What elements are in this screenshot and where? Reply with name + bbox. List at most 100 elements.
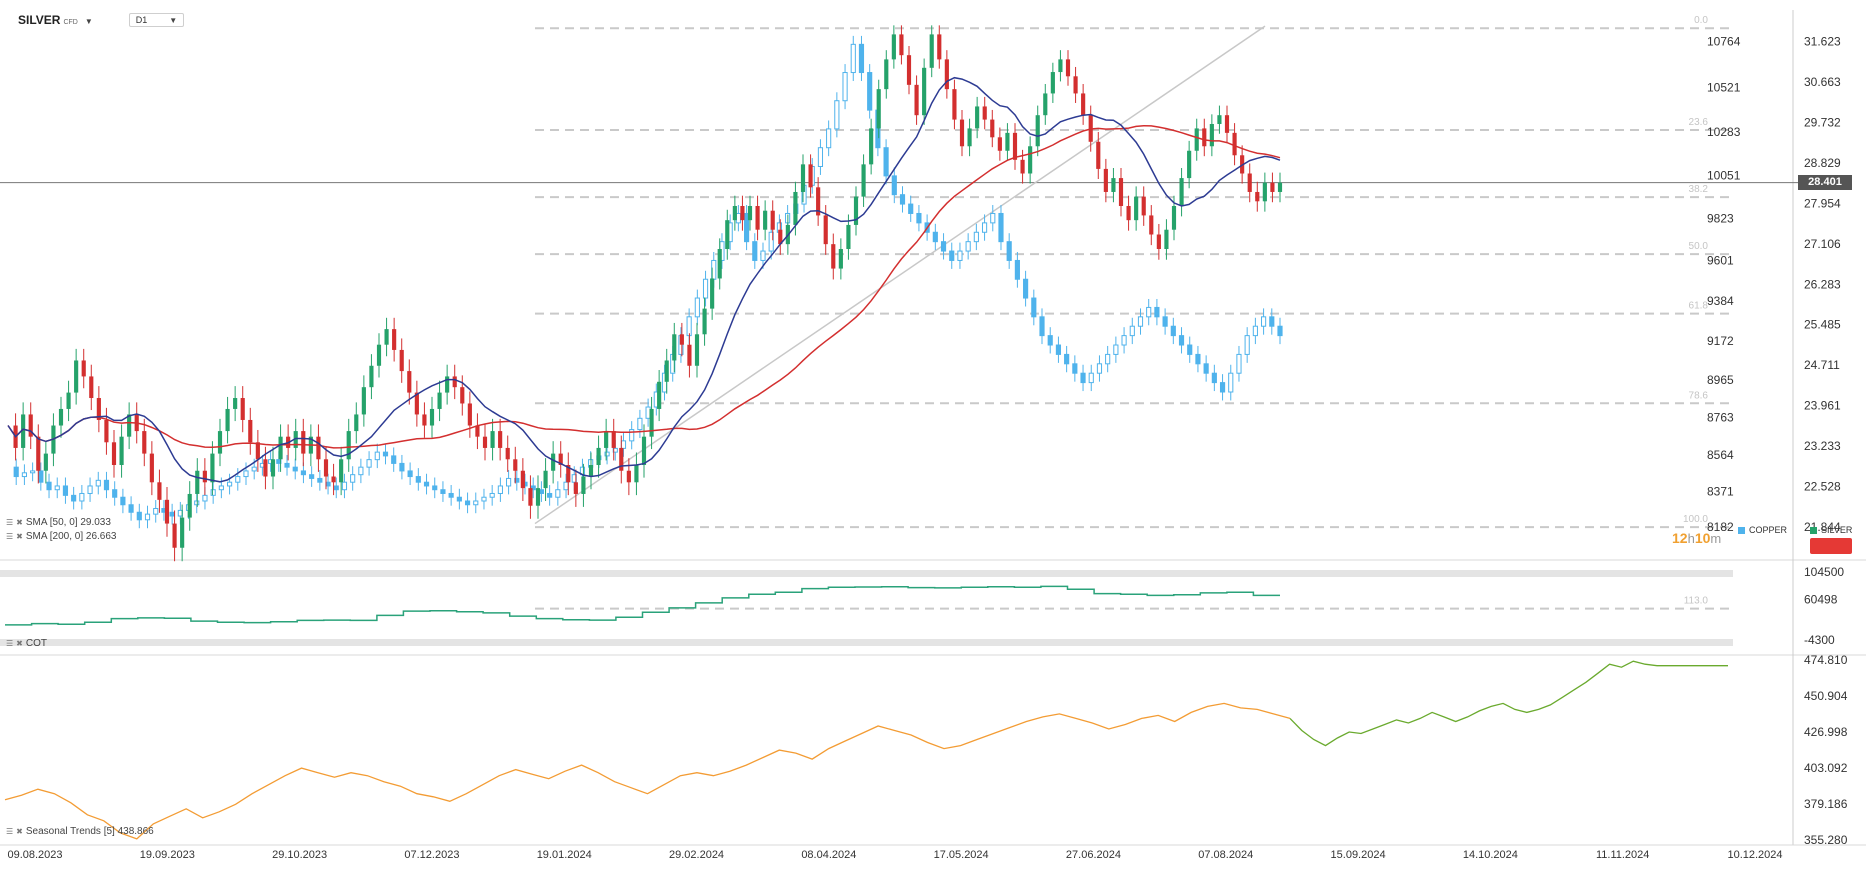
menu-icon[interactable]: ☰ (6, 639, 14, 648)
countdown-minutes: 10 (1694, 530, 1711, 546)
close-icon[interactable]: ✖ (16, 518, 23, 527)
silver-candle (1171, 205, 1177, 230)
sell-tab[interactable] (1810, 538, 1852, 554)
close-icon[interactable]: ✖ (16, 532, 23, 541)
copper-candle (916, 212, 922, 224)
copper-candle (62, 485, 69, 496)
y-tick-label-silver: 28.829 (1804, 156, 1841, 170)
indicator-sma200: ☰ ✖ SMA [200, 0] 26.663 (6, 531, 117, 542)
silver-candle (596, 447, 601, 466)
silver-candle (36, 436, 41, 471)
symbol-selector[interactable]: SILVER CFD ▼ (18, 13, 93, 27)
silver-candle (89, 376, 94, 399)
copper-candle (547, 492, 553, 498)
copper-candle (1137, 316, 1144, 327)
silver-candle (558, 453, 563, 466)
copper-candle (54, 485, 60, 491)
silver-candle (248, 419, 253, 443)
copper-candle (317, 477, 323, 483)
copper-candle (555, 489, 561, 498)
copper-candle (87, 485, 93, 494)
copper-candle (358, 466, 364, 476)
copper-candle (506, 477, 512, 487)
copper-candle (768, 231, 774, 252)
silver-candle (520, 470, 525, 489)
cot-line (5, 585, 1280, 626)
copper-candle (226, 481, 233, 487)
symbol-name: SILVER (18, 13, 61, 27)
y-tick-label-copper: 10051 (1707, 169, 1741, 183)
silver-candle (414, 392, 419, 415)
silver-candle (952, 89, 957, 120)
copper-candle (908, 203, 914, 214)
silver-candle (422, 414, 427, 426)
y-tick-label-cot: -4300 (1804, 633, 1835, 647)
silver-candle (142, 431, 147, 454)
silver-candle (800, 164, 806, 192)
copper-candle (1113, 344, 1119, 355)
copper-candle (481, 496, 487, 502)
silver-candle (1020, 159, 1025, 174)
y-tick-label-silver: 30.663 (1804, 75, 1841, 89)
symbol-tag: CFD (63, 19, 78, 26)
copper-candle (432, 485, 438, 491)
copper-candle (514, 477, 520, 483)
copper-candle (686, 316, 692, 337)
timeframe-select[interactable]: D1 ▼ (128, 13, 185, 27)
copper-candle (1006, 241, 1012, 261)
copper-candle (1203, 363, 1209, 374)
sma200-line (7, 124, 1281, 449)
menu-icon[interactable]: ☰ (6, 532, 14, 541)
copper-candle (407, 470, 413, 478)
close-icon[interactable]: ✖ (16, 639, 23, 648)
copper-candle (136, 511, 142, 521)
copper-candle (1269, 316, 1275, 327)
copper-candle (1031, 297, 1037, 318)
copper-candle (292, 466, 298, 472)
silver-candle (1126, 205, 1131, 221)
silver-candle (217, 431, 223, 454)
copper-candle (489, 492, 495, 498)
copper-candle (1064, 353, 1070, 365)
legend-copper[interactable]: COPPER (1738, 525, 1787, 535)
menu-icon[interactable]: ☰ (6, 827, 14, 836)
x-tick-label: 07.12.2023 (404, 849, 459, 861)
copper-candle (629, 429, 635, 442)
silver-candle (1050, 72, 1055, 94)
x-tick-label: 19.09.2023 (140, 849, 195, 861)
close-icon[interactable]: ✖ (16, 827, 23, 836)
copper-candle (1055, 344, 1062, 355)
legend-silver[interactable]: SILVER (1810, 525, 1852, 535)
copper-candle (752, 241, 758, 261)
copper-candle (391, 455, 397, 464)
legend-copper-label: COPPER (1749, 525, 1788, 535)
copper-candle (300, 470, 307, 476)
copper-candle (497, 485, 503, 494)
silver-candle (384, 329, 389, 345)
copper-candle (341, 481, 348, 491)
silver-candle (679, 334, 684, 345)
x-tick-label: 09.08.2023 (7, 849, 62, 861)
copper-candle (1014, 259, 1020, 280)
x-tick-label: 29.10.2023 (272, 849, 327, 861)
menu-icon[interactable]: ☰ (6, 518, 14, 527)
copper-candle (973, 231, 979, 243)
silver-candle (399, 349, 404, 372)
copper-candle (867, 72, 873, 111)
indicator-sma50: ☰ ✖ SMA [50, 0] 29.033 (6, 517, 111, 528)
copper-candle (1121, 335, 1127, 346)
copper-candle (423, 481, 430, 487)
chevron-down-icon: ▼ (169, 15, 178, 25)
silver-candle (1255, 191, 1260, 202)
silver-candle (793, 191, 798, 225)
copper-candle (210, 489, 216, 496)
timeframe-value: D1 (135, 15, 148, 25)
indicator-seasonal: ☰ ✖ Seasonal Trends [5] 438.866 (6, 826, 154, 837)
silver-candle (626, 470, 631, 483)
copper-candle (169, 511, 175, 517)
copper-candle (998, 212, 1004, 243)
chevron-down-icon: ▼ (84, 17, 93, 26)
candle-countdown: 12h10m (1672, 530, 1721, 546)
copper-candle (46, 481, 52, 491)
silver-candle (1043, 93, 1048, 116)
